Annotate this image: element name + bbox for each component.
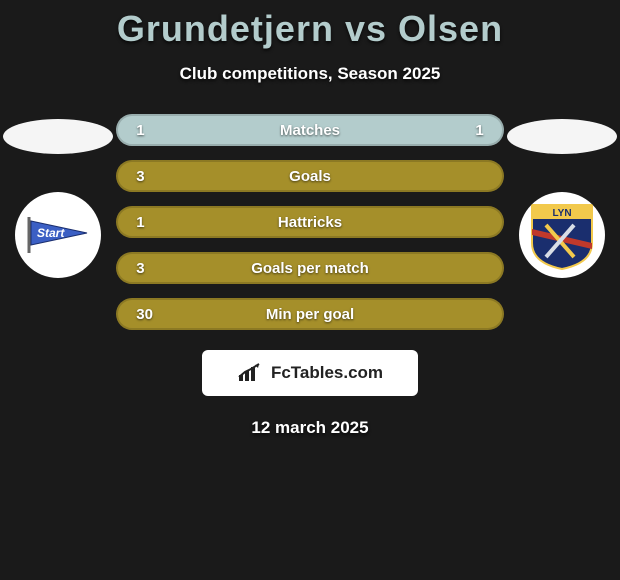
stat-left-value: 3 — [136, 260, 166, 277]
start-text: Start — [37, 226, 65, 240]
right-column: LYN — [504, 114, 620, 278]
brand-text: FcTables.com — [271, 363, 383, 383]
stat-label: Goals — [166, 168, 454, 185]
title-left: Grundetjern — [117, 8, 334, 49]
main-row: Start 1 Matches 1 3 Goals 1 Hattricks 3 … — [0, 114, 620, 330]
stat-right-value: 1 — [454, 122, 484, 139]
stat-bar-goals: 3 Goals — [116, 160, 504, 192]
club-logo-right: LYN — [519, 192, 605, 278]
stat-bar-mpg: 30 Min per goal — [116, 298, 504, 330]
stat-label: Matches — [166, 122, 454, 139]
title-right: Olsen — [398, 8, 503, 49]
stat-label: Min per goal — [166, 306, 454, 323]
player-slot-left — [3, 119, 113, 154]
stat-left-value: 1 — [136, 122, 166, 139]
start-pennant-icon: Start — [23, 215, 93, 255]
stat-left-value: 1 — [136, 214, 166, 231]
stat-bar-matches: 1 Matches 1 — [116, 114, 504, 146]
bar-chart-icon — [237, 363, 265, 383]
club-logo-left: Start — [15, 192, 101, 278]
stat-bar-hattricks: 1 Hattricks — [116, 206, 504, 238]
lyn-text: LYN — [552, 208, 571, 219]
player-slot-right — [507, 119, 617, 154]
page-title: Grundetjern vs Olsen — [0, 0, 620, 50]
stat-label: Hattricks — [166, 214, 454, 231]
stat-bar-gpm: 3 Goals per match — [116, 252, 504, 284]
stat-left-value: 30 — [136, 306, 166, 323]
lyn-shield-icon: LYN — [528, 199, 596, 271]
stat-left-value: 3 — [136, 168, 166, 185]
brand-box[interactable]: FcTables.com — [202, 350, 418, 396]
stat-label: Goals per match — [166, 260, 454, 277]
title-vs: vs — [345, 8, 387, 49]
subtitle: Club competitions, Season 2025 — [0, 64, 620, 84]
stats-column: 1 Matches 1 3 Goals 1 Hattricks 3 Goals … — [116, 114, 504, 330]
date-line: 12 march 2025 — [0, 418, 620, 438]
left-column: Start — [0, 114, 116, 278]
